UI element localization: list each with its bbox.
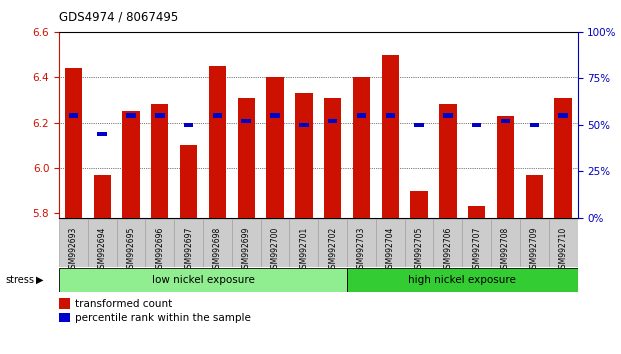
Bar bbox=[324, 98, 342, 218]
Text: GSM992704: GSM992704 bbox=[386, 227, 395, 273]
Bar bbox=[356, 113, 366, 118]
Text: GDS4974 / 8067495: GDS4974 / 8067495 bbox=[59, 10, 178, 23]
Text: GSM992706: GSM992706 bbox=[443, 227, 452, 273]
Text: GSM992695: GSM992695 bbox=[127, 227, 135, 273]
Bar bbox=[94, 175, 111, 218]
Text: transformed count: transformed count bbox=[75, 299, 172, 309]
Bar bbox=[410, 190, 428, 218]
Text: GSM992705: GSM992705 bbox=[415, 227, 424, 273]
Bar bbox=[347, 219, 376, 267]
Text: GSM992701: GSM992701 bbox=[299, 227, 309, 273]
Text: ▶: ▶ bbox=[36, 275, 43, 285]
Bar bbox=[65, 68, 82, 218]
Bar bbox=[184, 123, 193, 127]
Bar bbox=[88, 219, 117, 267]
Bar bbox=[497, 116, 514, 218]
Bar bbox=[266, 77, 284, 218]
Bar bbox=[376, 219, 405, 267]
Bar bbox=[299, 123, 309, 127]
Bar bbox=[443, 113, 453, 118]
Text: GSM992707: GSM992707 bbox=[472, 227, 481, 273]
Bar bbox=[209, 66, 226, 218]
Bar bbox=[261, 219, 289, 267]
Bar bbox=[155, 113, 165, 118]
Bar bbox=[175, 219, 203, 267]
Bar bbox=[468, 206, 486, 218]
Bar bbox=[439, 104, 456, 218]
Bar bbox=[530, 123, 539, 127]
Text: GSM992709: GSM992709 bbox=[530, 227, 539, 273]
Bar bbox=[386, 113, 395, 118]
Bar bbox=[382, 55, 399, 218]
Bar bbox=[242, 119, 251, 123]
Bar bbox=[59, 219, 88, 267]
Bar bbox=[122, 111, 140, 218]
Bar bbox=[472, 123, 481, 127]
Text: stress: stress bbox=[5, 275, 34, 285]
Bar bbox=[501, 119, 510, 123]
Text: GSM992710: GSM992710 bbox=[559, 227, 568, 273]
Text: high nickel exposure: high nickel exposure bbox=[409, 275, 516, 285]
Bar bbox=[270, 113, 280, 118]
Text: GSM992697: GSM992697 bbox=[184, 227, 193, 273]
Bar bbox=[549, 219, 578, 267]
Bar bbox=[295, 93, 312, 218]
Text: GSM992703: GSM992703 bbox=[357, 227, 366, 273]
Text: GSM992696: GSM992696 bbox=[155, 227, 165, 273]
Bar bbox=[318, 219, 347, 267]
Bar bbox=[353, 77, 370, 218]
Bar bbox=[203, 219, 232, 267]
Bar bbox=[97, 132, 107, 136]
Bar bbox=[555, 98, 572, 218]
Bar bbox=[525, 175, 543, 218]
Bar bbox=[520, 219, 549, 267]
Bar bbox=[180, 145, 197, 218]
Text: GSM992702: GSM992702 bbox=[328, 227, 337, 273]
Text: GSM992698: GSM992698 bbox=[213, 227, 222, 273]
Text: GSM992693: GSM992693 bbox=[69, 227, 78, 273]
Bar bbox=[433, 219, 462, 267]
Bar bbox=[414, 123, 424, 127]
Bar bbox=[328, 119, 337, 123]
Bar bbox=[232, 219, 261, 267]
Bar bbox=[491, 219, 520, 267]
Text: GSM992694: GSM992694 bbox=[97, 227, 107, 273]
Bar bbox=[145, 219, 175, 267]
Bar bbox=[117, 219, 145, 267]
Text: percentile rank within the sample: percentile rank within the sample bbox=[75, 313, 250, 323]
Text: GSM992699: GSM992699 bbox=[242, 227, 251, 273]
Bar bbox=[405, 219, 433, 267]
Bar bbox=[289, 219, 318, 267]
Bar bbox=[212, 113, 222, 118]
Bar bbox=[59, 268, 347, 292]
Bar bbox=[238, 98, 255, 218]
Text: GSM992700: GSM992700 bbox=[271, 227, 279, 273]
Bar bbox=[151, 104, 168, 218]
Text: low nickel exposure: low nickel exposure bbox=[152, 275, 255, 285]
Bar bbox=[69, 113, 78, 118]
Bar bbox=[126, 113, 136, 118]
Bar bbox=[462, 219, 491, 267]
Bar bbox=[558, 113, 568, 118]
Bar bbox=[347, 268, 578, 292]
Text: GSM992708: GSM992708 bbox=[501, 227, 510, 273]
